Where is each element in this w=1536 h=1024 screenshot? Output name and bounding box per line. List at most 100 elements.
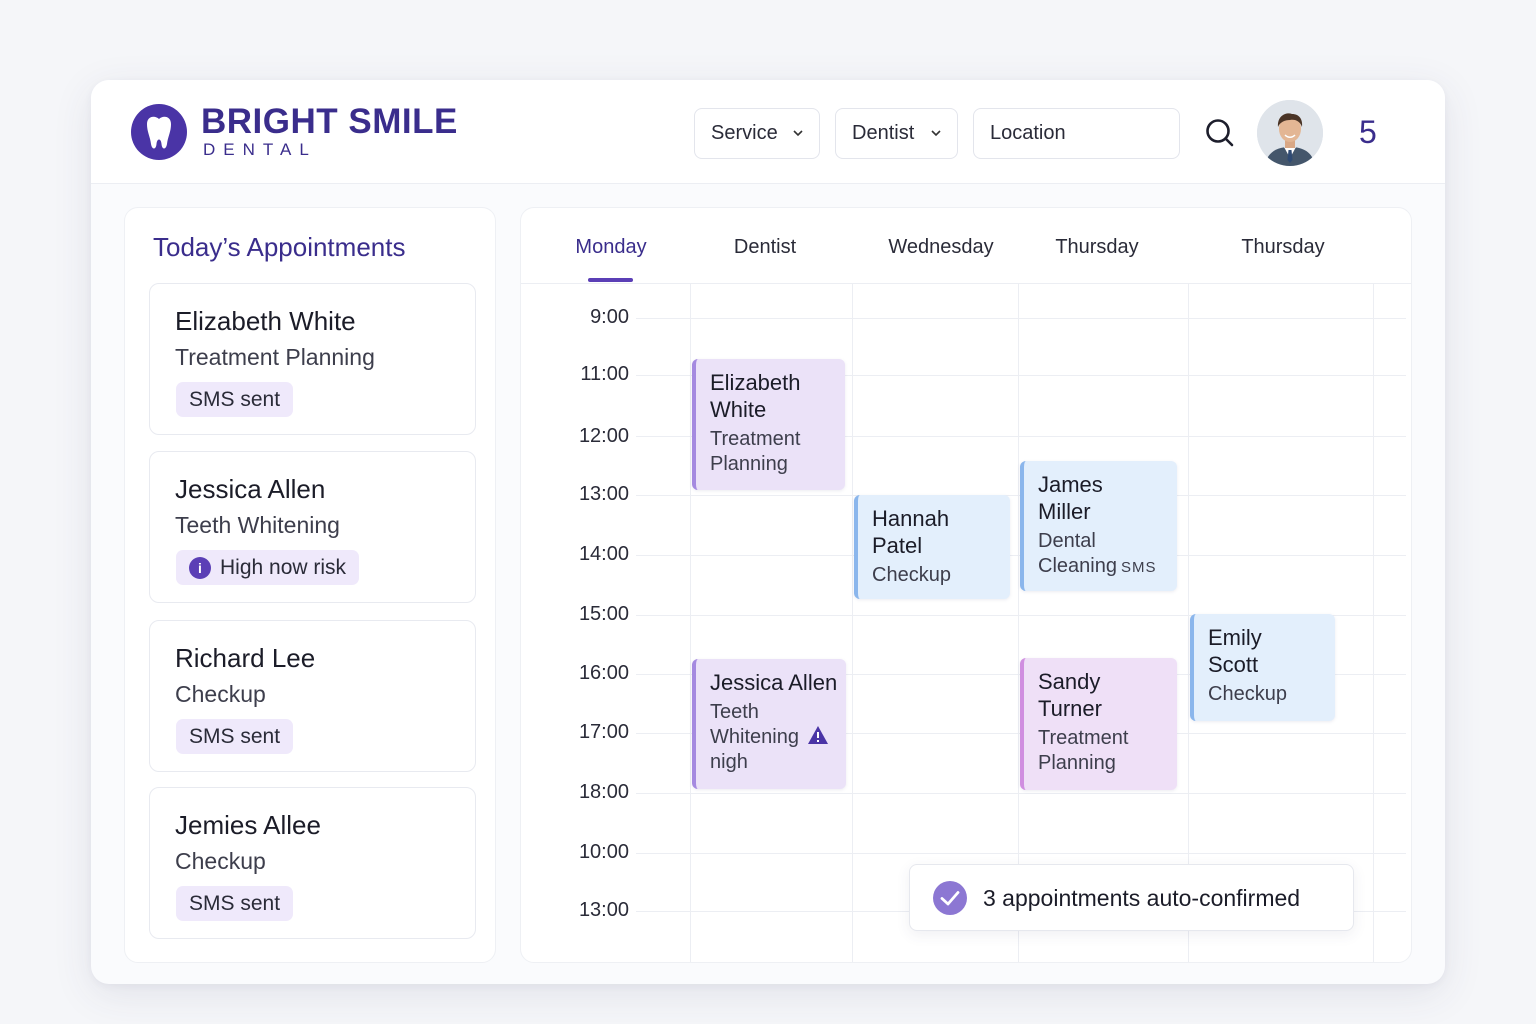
- event-service-line: Dental: [1038, 530, 1096, 552]
- patient-name: Elizabeth White: [175, 306, 356, 336]
- event-name-line: Miller: [1038, 499, 1091, 524]
- appointment-card[interactable]: Richard Lee Checkup SMS sent: [149, 620, 476, 772]
- tab-dentist[interactable]: Dentist: [733, 236, 797, 258]
- event-patient-name: Hannah Patel: [872, 505, 1010, 559]
- status-badge: SMS sent: [176, 382, 294, 417]
- event-service-line: Planning: [1038, 752, 1116, 774]
- chevron-down-icon: [793, 130, 803, 137]
- event-name-line: White: [710, 397, 767, 422]
- badge-label: SMS sent: [189, 724, 281, 748]
- event-service: Teeth Whitening nigh: [710, 700, 846, 775]
- appointment-event[interactable]: Jessica Allen Teeth Whitening nigh: [692, 659, 846, 789]
- search-icon[interactable]: [1203, 116, 1237, 150]
- service-filter-dropdown[interactable]: Service: [694, 108, 820, 159]
- auto-confirm-toast: 3 appointments auto-confirmed: [909, 864, 1354, 931]
- event-name-line: Jessica Allen: [710, 670, 838, 695]
- event-patient-name: Elizabeth White: [710, 369, 845, 423]
- appointment-event[interactable]: Sandy Turner Treatment Planning: [1020, 658, 1177, 790]
- tab-thursday-2[interactable]: Thursday: [1241, 236, 1325, 258]
- grid-column-line: [1018, 284, 1019, 962]
- event-service-line: Planning: [710, 453, 788, 475]
- grid-row-line: [636, 615, 1406, 616]
- service-name: Checkup: [175, 848, 266, 874]
- event-service-line: Checkup: [872, 564, 951, 586]
- time-label: 12:00: [578, 425, 629, 447]
- appointment-event[interactable]: Elizabeth White Treatment Planning: [692, 359, 845, 490]
- grid-column-line: [852, 284, 853, 962]
- time-label: 15:00: [578, 603, 629, 625]
- time-label: 14:00: [578, 543, 629, 565]
- top-header: BRIGHT SMILE DENTAL Service Dentist Loca…: [91, 80, 1445, 184]
- time-label: 17:00: [578, 721, 629, 743]
- badge-label: High now risk: [220, 555, 347, 579]
- panel-title: Today’s Appointments: [153, 232, 406, 262]
- event-service-line: Whitening: [710, 726, 799, 748]
- location-filter-input[interactable]: Location: [973, 108, 1180, 159]
- event-name-line: Turner: [1038, 696, 1102, 721]
- badge-label: SMS sent: [189, 387, 281, 411]
- service-name: Checkup: [175, 681, 266, 707]
- sms-tag: SMS: [1120, 559, 1157, 576]
- tooth-logo-icon: [131, 104, 187, 160]
- appointment-event[interactable]: James Miller Dental Cleaning SMS: [1020, 461, 1177, 591]
- time-label: 16:00: [578, 662, 629, 684]
- dentist-filter-dropdown[interactable]: Dentist: [835, 108, 958, 159]
- service-name: Teeth Whitening: [175, 512, 340, 538]
- app-window: BRIGHT SMILE DENTAL Service Dentist Loca…: [91, 80, 1445, 984]
- appointment-event[interactable]: Emily Scott Checkup: [1190, 614, 1335, 721]
- tab-thursday[interactable]: Thursday: [1055, 236, 1139, 258]
- warning-icon: [807, 726, 828, 744]
- event-service-line: Cleaning: [1038, 555, 1117, 577]
- patient-name: Jemies Allee: [175, 810, 321, 840]
- event-service: Treatment Planning: [1038, 726, 1177, 776]
- event-name-line: Hannah: [872, 506, 950, 531]
- header-divider: [521, 283, 1411, 284]
- check-circle-icon: [933, 881, 967, 915]
- appointment-card[interactable]: Jessica Allen Teeth Whitening i High now…: [149, 451, 476, 603]
- appointment-card[interactable]: Jemies Allee Checkup SMS sent: [149, 787, 476, 939]
- event-name-line: Scott: [1208, 652, 1259, 677]
- appointment-event[interactable]: Hannah Patel Checkup: [854, 495, 1010, 599]
- event-service-line: nigh: [710, 751, 748, 773]
- grid-row-line: [636, 793, 1406, 794]
- user-avatar[interactable]: [1257, 100, 1323, 166]
- person-avatar-icon: [1257, 100, 1323, 166]
- event-service: Dental Cleaning SMS: [1038, 529, 1177, 580]
- event-name-line: Sandy: [1038, 669, 1101, 694]
- toast-message: 3 appointments auto-confirmed: [983, 885, 1301, 911]
- patient-name: Jessica Allen: [175, 474, 326, 504]
- calendar-panel: Monday Dentist Wednesday Thursday Thursd…: [520, 207, 1412, 963]
- grid-column-line: [1373, 284, 1374, 962]
- service-name: Treatment Planning: [175, 344, 375, 370]
- event-service: Checkup: [872, 563, 1010, 588]
- grid-row-line: [636, 375, 1406, 376]
- grid-row-line: [636, 853, 1406, 854]
- notification-count[interactable]: 5: [1359, 114, 1377, 150]
- brand-title: BRIGHT SMILE: [201, 102, 458, 141]
- event-patient-name: James Miller: [1038, 471, 1177, 525]
- event-patient-name: Emily Scott: [1208, 624, 1335, 678]
- brand-subtitle: DENTAL: [203, 140, 317, 159]
- event-name-line: Patel: [872, 533, 923, 558]
- status-badge: SMS sent: [176, 719, 294, 754]
- grid-column-line: [1188, 284, 1189, 962]
- time-label: 11:00: [580, 363, 629, 385]
- service-filter-label: Service: [711, 122, 778, 144]
- time-label: 10:00: [578, 841, 629, 863]
- event-service-line: Checkup: [1208, 683, 1287, 705]
- risk-badge: i High now risk: [176, 550, 360, 585]
- appointment-card[interactable]: Elizabeth White Treatment Planning SMS s…: [149, 283, 476, 435]
- time-label: 18:00: [578, 781, 629, 803]
- event-name-line: Emily: [1208, 625, 1262, 650]
- time-label: 13:00: [578, 483, 629, 505]
- tab-wednesday[interactable]: Wednesday: [888, 236, 994, 258]
- tab-monday[interactable]: Monday: [575, 236, 647, 258]
- event-patient-name: Jessica Allen: [710, 669, 846, 696]
- grid-column-line: [690, 284, 691, 962]
- status-badge: SMS sent: [176, 886, 294, 921]
- todays-appointments-panel: Today’s Appointments Elizabeth White Tre…: [124, 207, 496, 963]
- active-tab-indicator: [588, 278, 633, 282]
- event-name-line: Elizabeth: [710, 370, 801, 395]
- patient-name: Richard Lee: [175, 643, 316, 673]
- dentist-filter-label: Dentist: [852, 122, 915, 144]
